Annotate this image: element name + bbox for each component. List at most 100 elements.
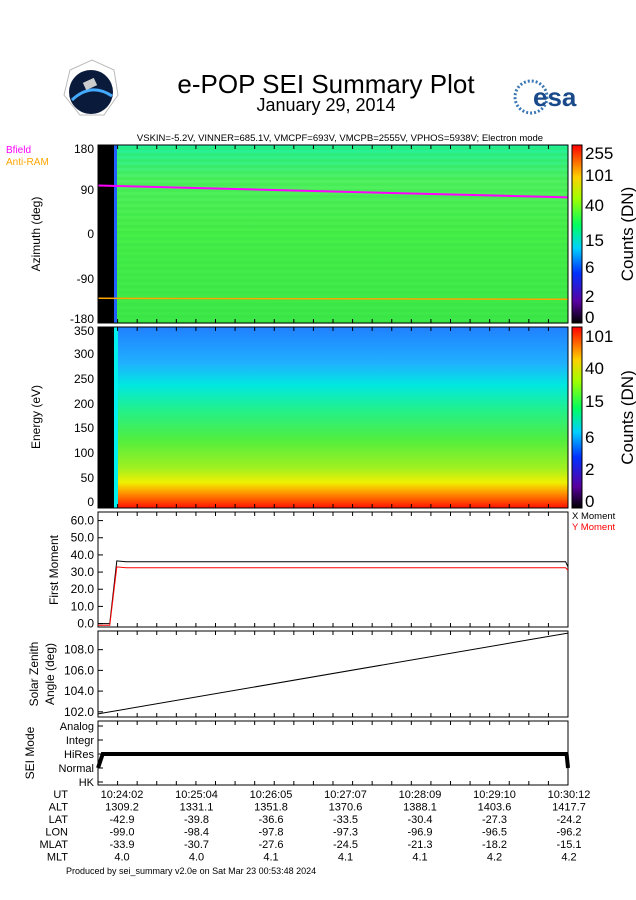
y-axis-label: First Moment xyxy=(47,534,61,605)
heatmap-band xyxy=(114,219,568,222)
table-cell: 10:27:07 xyxy=(324,789,367,801)
table-row-label: UT xyxy=(53,789,68,801)
page-title: e-POP SEI Summary Plot xyxy=(177,69,475,99)
table-cell: -98.4 xyxy=(184,827,209,839)
azimuth-heatmap xyxy=(98,145,568,323)
table-row-label: LON xyxy=(45,827,68,839)
heatmap-band xyxy=(114,213,568,216)
heatmap-band xyxy=(114,261,568,264)
colorbar-label: Counts (DN) xyxy=(618,187,636,281)
y-tick-label: 0 xyxy=(87,495,94,509)
heatmap-band xyxy=(114,273,568,276)
y-tick-label: 40.0 xyxy=(71,548,95,562)
y-tick-label: 180 xyxy=(74,142,94,156)
y-axis-label: Energy (eV) xyxy=(29,385,43,449)
heatmap-band xyxy=(114,159,568,162)
table-cell: 4.2 xyxy=(487,852,502,864)
table-cell: 4.1 xyxy=(263,852,278,864)
table-cell: 4.1 xyxy=(338,852,353,864)
table-cell: -96.2 xyxy=(556,827,581,839)
y-tick-label: HK xyxy=(79,777,95,789)
table-cell: -18.2 xyxy=(482,839,507,851)
y-tick-label: 60.0 xyxy=(71,514,95,528)
table-cell: -39.8 xyxy=(184,814,209,826)
table-cell: 10:26:05 xyxy=(250,789,293,801)
heatmap-band xyxy=(114,171,568,174)
y-tick-label: 104.0 xyxy=(64,684,94,698)
table-row-label: ALT xyxy=(49,802,69,814)
table-cell: -96.9 xyxy=(407,827,432,839)
series-line-mode xyxy=(96,752,570,769)
colorbar-tick-label: 101 xyxy=(585,166,613,185)
heatmap-band xyxy=(114,255,568,258)
colorbar xyxy=(571,144,583,324)
table-cell: -36.6 xyxy=(258,814,283,826)
y-tick-label: 350 xyxy=(74,324,94,338)
table-cell: -33.5 xyxy=(333,814,358,826)
table-cell: 10:29:10 xyxy=(473,789,516,801)
heatmap-band xyxy=(114,249,568,252)
colorbar-tick-label: 2 xyxy=(585,287,594,306)
antiram-line xyxy=(97,297,569,301)
instrument-settings: VSKIN=-5.2V, VINNER=685.1V, VMCPF=693V, … xyxy=(137,133,543,144)
legend-y-moment: Y Moment xyxy=(572,522,615,533)
colorbar-tick-label: 40 xyxy=(585,196,604,215)
colorbar-tick-label: 40 xyxy=(585,359,604,378)
heatmap-band xyxy=(114,285,568,288)
colorbar-tick-label: 101 xyxy=(585,327,613,346)
table-cell: -33.9 xyxy=(109,839,134,851)
heatmap-band xyxy=(114,309,568,312)
y-tick-label: -90 xyxy=(77,272,95,286)
esa-logo: esa xyxy=(513,79,577,115)
y-axis-label: Solar Zenith xyxy=(27,642,41,707)
solar-zenith-frame xyxy=(97,630,569,718)
plot-date: January 29, 2014 xyxy=(256,95,395,115)
bfield-line xyxy=(97,184,569,199)
table-cell: -24.5 xyxy=(333,839,358,851)
table-cell: 4.2 xyxy=(561,852,576,864)
y-tick-label: 200 xyxy=(74,397,94,411)
series-line-sza xyxy=(97,632,569,715)
legend-x-moment: X Moment xyxy=(572,511,616,522)
table-cell: -97.8 xyxy=(258,827,283,839)
y-tick-label: 250 xyxy=(74,372,94,386)
y-tick-label: Integr xyxy=(66,735,94,747)
table-cell: 1309.2 xyxy=(105,802,139,814)
legend-bfield: Bfield xyxy=(6,145,31,156)
table-cell: -96.5 xyxy=(482,827,507,839)
table-row-label: MLAT xyxy=(39,839,68,851)
cassiope-logo xyxy=(63,59,119,116)
y-tick-label: 50 xyxy=(81,471,95,485)
y-tick-label: 20.0 xyxy=(71,582,95,596)
colorbar-tick-label: 15 xyxy=(585,231,604,250)
y-tick-label: 102.0 xyxy=(64,705,94,719)
heatmap-band xyxy=(114,303,568,306)
y-tick-label: 30.0 xyxy=(71,565,95,579)
heatmap-band xyxy=(114,279,568,282)
y-tick-label: 108.0 xyxy=(64,643,94,657)
colorbar-tick-label: 15 xyxy=(585,392,604,411)
heatmap-band xyxy=(114,147,568,150)
table-row-label: MLT xyxy=(47,852,68,864)
heatmap-band xyxy=(114,231,568,234)
table-cell: -24.2 xyxy=(556,814,581,826)
heatmap-band xyxy=(114,237,568,240)
table-cell: 1331.1 xyxy=(180,802,214,814)
heatmap-band xyxy=(114,225,568,228)
esa-logo-text: esa xyxy=(533,82,577,112)
y-tick-label: 90 xyxy=(81,183,95,197)
heatmap-band xyxy=(114,315,568,318)
heatmap-band xyxy=(114,291,568,294)
heatmap-edge xyxy=(114,327,118,508)
y-tick-label: 300 xyxy=(74,347,94,361)
heatmap-band xyxy=(114,183,568,186)
y-tick-label: Normal xyxy=(59,763,94,775)
colorbar-tick-label: 6 xyxy=(585,428,594,447)
table-cell: 4.0 xyxy=(189,852,204,864)
table-cell: 4.1 xyxy=(412,852,427,864)
y-tick-label: 100 xyxy=(74,446,94,460)
table-cell: -30.7 xyxy=(184,839,209,851)
table-cell: 1417.7 xyxy=(552,802,586,814)
table-cell: 1388.1 xyxy=(403,802,437,814)
